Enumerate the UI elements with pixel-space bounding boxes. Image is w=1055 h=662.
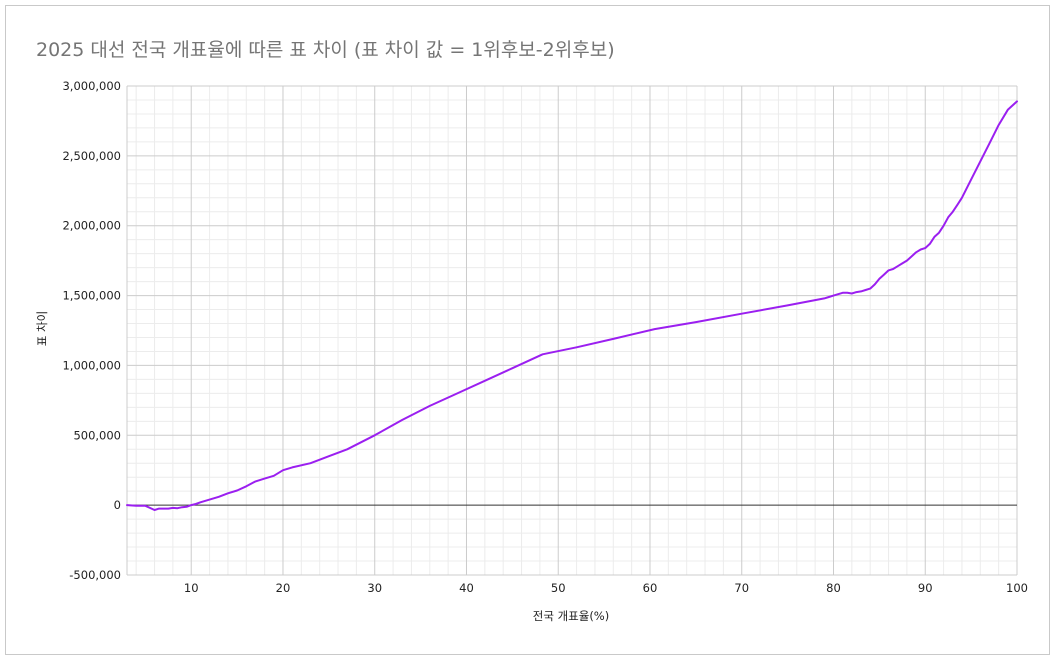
y-tick-label: -500,000: [69, 568, 121, 582]
y-tick-label: 0: [114, 498, 121, 512]
x-tick-label: 40: [459, 581, 474, 595]
y-tick-label: 2,500,000: [62, 149, 121, 163]
major-gridlines: [126, 85, 1018, 576]
chart-title: 2025 대선 전국 개표율에 따른 표 차이 (표 차이 값 = 1위후보-2…: [36, 39, 615, 61]
y-tick-label: 1,000,000: [62, 358, 121, 372]
x-tick-label: 20: [276, 581, 291, 595]
series-group: [126, 100, 1018, 511]
minor-gridlines: [127, 86, 1017, 575]
x-tick-label: 70: [734, 581, 749, 595]
series-line: [126, 100, 1018, 511]
x-tick-labels: 10 20 30 40 50 60 70 80 90 100: [184, 581, 1028, 595]
y-tick-label: 1,500,000: [62, 289, 121, 303]
y-tick-label: 500,000: [73, 428, 121, 442]
y-tick-label: 2,000,000: [62, 219, 121, 233]
y-axis-title: 표 차이: [35, 311, 49, 346]
x-axis-title: 전국 개표율(%): [533, 609, 609, 623]
x-tick-label: 50: [551, 581, 566, 595]
x-tick-label: 60: [643, 581, 658, 595]
x-tick-label: 80: [826, 581, 841, 595]
x-tick-label: 30: [367, 581, 382, 595]
x-tick-label: 100: [1006, 581, 1028, 595]
y-tick-labels: -500,000 0 500,000 1,000,000 1,500,000 2,000,…: [62, 79, 121, 582]
x-tick-label: 90: [918, 581, 933, 595]
x-tick-label: 10: [184, 581, 199, 595]
y-tick-label: 3,000,000: [62, 79, 121, 93]
